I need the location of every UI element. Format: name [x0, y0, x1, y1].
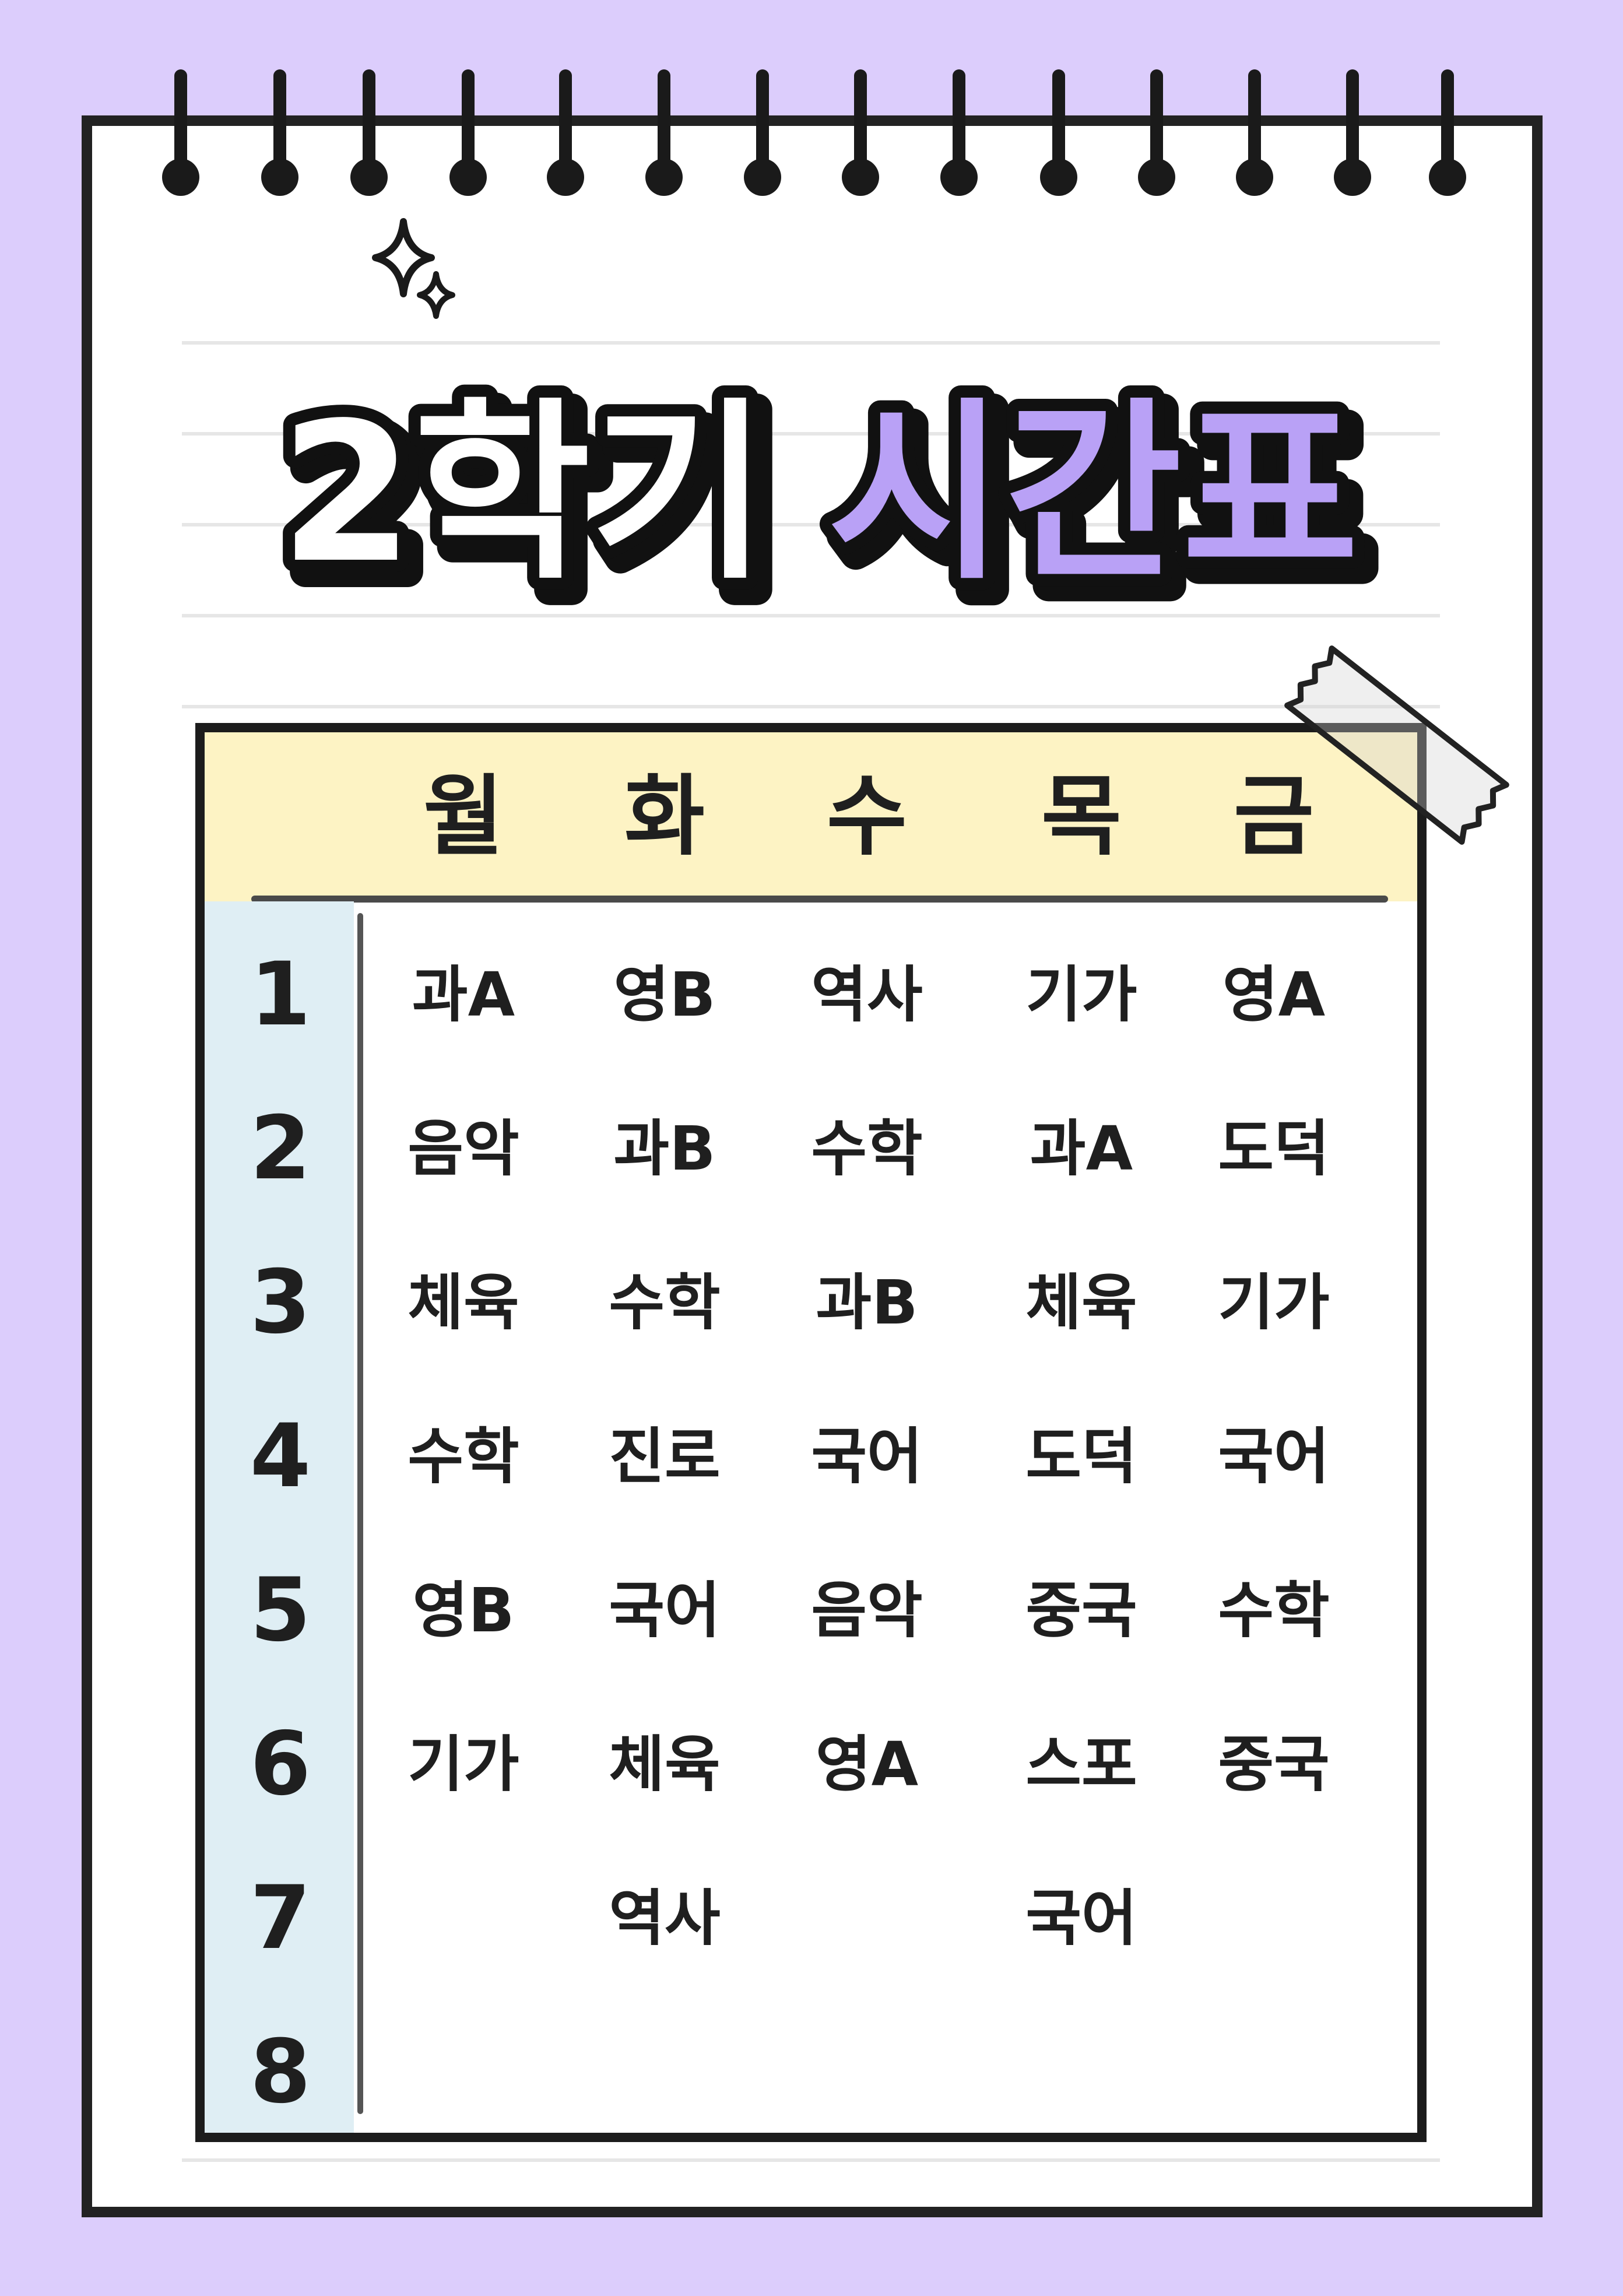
timetable-cell: 역사 [609, 1883, 721, 1954]
binding-ring-icon [261, 69, 298, 196]
period-label: 1 [250, 944, 311, 1045]
binding-ring-icon [940, 69, 978, 196]
binding-ring-icon [842, 69, 879, 196]
day-header-wed: 수 [826, 766, 907, 868]
period-label: 6 [250, 1714, 311, 1815]
timetable: 월 화 수 목 금 1 2 3 4 5 6 7 8 과A 영B 역사 기가 영A 음악 과B 수학 과A 도덕 체육… [195, 723, 1427, 2142]
binding-ring-icon [162, 69, 199, 196]
binding-ring-icon [1429, 69, 1466, 196]
day-header-band [205, 732, 1417, 901]
title-part1-shadow: 2학기 [290, 393, 778, 617]
period-label: 3 [250, 1252, 311, 1353]
day-header-thu: 목 [1041, 766, 1122, 868]
period-divider [357, 913, 363, 2114]
sparkle-icon [372, 218, 435, 297]
timetable-cell: 도덕 [1218, 1113, 1330, 1184]
timetable-cell: 영B [613, 959, 716, 1030]
timetable-cell: 수학 [1218, 1575, 1330, 1646]
timetable-cell: 국어 [1025, 1883, 1137, 1954]
period-label: 4 [250, 1406, 311, 1507]
header-underline [251, 896, 1388, 903]
timetable-cell: 음악 [811, 1575, 923, 1646]
period-label: 5 [250, 1560, 311, 1661]
binding-ring-icon [1040, 69, 1077, 196]
binding-ring-icon [547, 69, 584, 196]
title-part2-shadow: 시간표 [838, 393, 1369, 617]
timetable-cell: 역사 [811, 959, 923, 1030]
timetable-cell: 영A [815, 1729, 919, 1800]
timetable-cell: 체육 [609, 1729, 721, 1800]
timetable-cell: 기가 [407, 1729, 519, 1800]
timetable-cell: 스포 [1025, 1729, 1137, 1800]
timetable-cell: 수학 [407, 1421, 519, 1492]
day-header-fri: 금 [1233, 766, 1314, 868]
timetable-cell: 영A [1222, 959, 1326, 1030]
binding-ring-icon [1236, 69, 1273, 196]
period-label: 8 [250, 2021, 311, 2123]
timetable-cell: 영B [412, 1575, 515, 1646]
period-column-band [205, 901, 354, 2133]
title-part1: 2학기 [280, 381, 768, 605]
timetable-cell: 수학 [811, 1113, 923, 1184]
timetable-cell: 과B [816, 1267, 918, 1338]
timetable-cell: 체육 [407, 1267, 519, 1338]
timetable-cell: 기가 [1025, 959, 1137, 1030]
sparkle-icon [417, 271, 455, 319]
timetable-cell: 체육 [1025, 1267, 1137, 1338]
timetable-cell: 진로 [609, 1421, 721, 1492]
binding-ring-icon [1334, 69, 1371, 196]
period-label: 7 [250, 1867, 311, 1969]
timetable-cell: 중국 [1218, 1729, 1330, 1800]
timetable-cell: 국어 [811, 1421, 923, 1492]
title-part1-outline: 2학기 [280, 381, 768, 605]
timetable-cell: 기가 [1218, 1267, 1330, 1338]
day-header-mon: 월 [423, 766, 504, 868]
period-label: 2 [250, 1098, 311, 1199]
timetable-cell: 중국 [1025, 1575, 1137, 1646]
timetable-cell: 과B [613, 1113, 716, 1184]
timetable-cell: 과A [412, 959, 515, 1030]
timetable-cell: 국어 [609, 1575, 721, 1646]
title-part2: 시간표 [828, 381, 1359, 605]
binding-ring-icon [1138, 69, 1175, 196]
timetable-cell: 음악 [407, 1113, 519, 1184]
binding-ring-icon [350, 69, 388, 196]
title-part2-outline: 시간표 [828, 381, 1359, 605]
timetable-cell: 국어 [1218, 1421, 1330, 1492]
binding-ring-icon [449, 69, 487, 196]
day-header-tue: 화 [624, 766, 705, 868]
timetable-cell: 과A [1030, 1113, 1133, 1184]
timetable-cell: 도덕 [1025, 1421, 1137, 1492]
binding-ring-icon [744, 69, 781, 196]
page-title: 2학기 2학기 2학기 시간표 시간표 시간표 [274, 369, 1382, 618]
timetable-cell: 수학 [609, 1267, 721, 1338]
binding-ring-icon [645, 69, 683, 196]
